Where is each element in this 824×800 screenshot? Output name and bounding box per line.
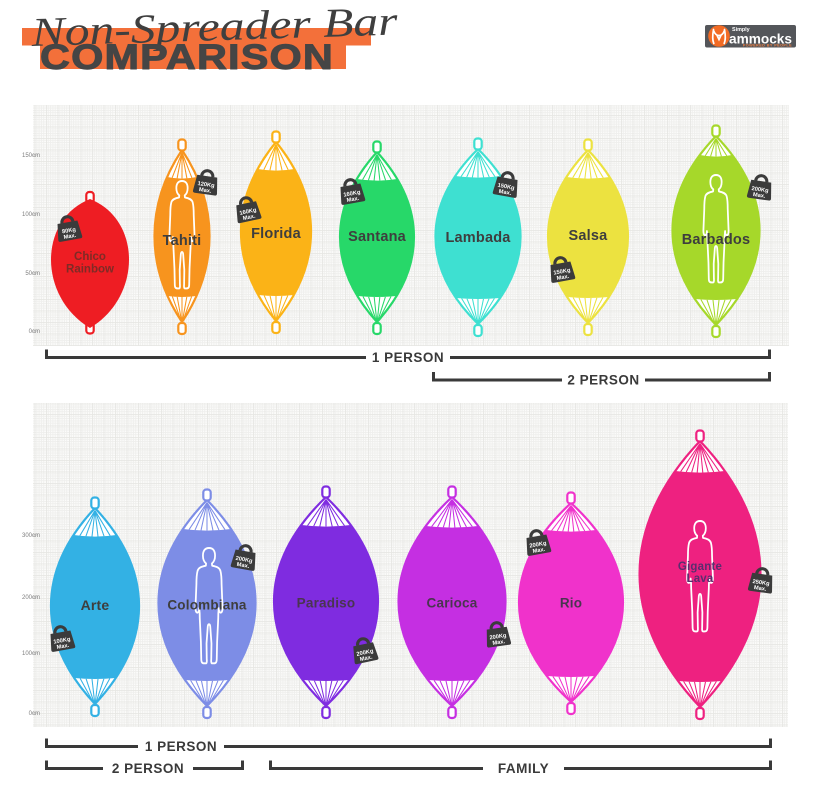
svg-text:200Kg: 200Kg — [529, 541, 547, 550]
svg-text:Max.: Max. — [359, 655, 373, 664]
svg-text:Max.: Max. — [346, 196, 360, 204]
svg-text:200Kg: 200Kg — [489, 633, 507, 641]
svg-text:0cm: 0cm — [29, 711, 40, 717]
svg-text:0cm: 0cm — [29, 329, 40, 335]
svg-text:200Kg: 200Kg — [356, 648, 374, 658]
svg-text:150cm: 150cm — [22, 153, 40, 159]
svg-text:2 PERSON: 2 PERSON — [567, 373, 639, 388]
svg-text:Max.: Max. — [198, 187, 212, 195]
svg-text:Florida: Florida — [251, 226, 301, 242]
svg-text:Lava: Lava — [686, 573, 713, 585]
svg-text:Max.: Max. — [63, 233, 77, 241]
svg-text:Max.: Max. — [556, 274, 570, 282]
svg-text:100Kg: 100Kg — [53, 637, 71, 646]
svg-text:Max.: Max. — [56, 643, 70, 651]
svg-text:Max.: Max. — [532, 547, 546, 555]
svg-text:100cm: 100cm — [22, 212, 40, 218]
svg-text:160Kg: 160Kg — [343, 190, 361, 199]
svg-text:2 PERSON: 2 PERSON — [112, 761, 184, 776]
svg-text:Carioca: Carioca — [427, 596, 478, 611]
svg-text:Rio: Rio — [560, 596, 582, 611]
svg-text:80Kg: 80Kg — [62, 227, 77, 235]
svg-text:300cm: 300cm — [22, 533, 40, 539]
svg-text:100cm: 100cm — [22, 651, 40, 657]
svg-text:200Kg: 200Kg — [751, 186, 769, 194]
svg-text:Max.: Max. — [242, 214, 256, 223]
svg-text:Santana: Santana — [348, 229, 407, 245]
svg-text:COMPARISON: COMPARISON — [40, 38, 334, 77]
svg-text:Max.: Max. — [236, 562, 250, 570]
svg-text:200Kg: 200Kg — [235, 556, 253, 565]
svg-text:Arte: Arte — [81, 597, 110, 613]
svg-text:120Kg: 120Kg — [197, 181, 215, 189]
svg-text:Colombiana: Colombiana — [167, 598, 247, 613]
svg-text:160Kg: 160Kg — [239, 207, 257, 217]
svg-text:Salsa: Salsa — [569, 228, 609, 244]
svg-text:ammocks: ammocks — [729, 32, 792, 47]
svg-text:Barbados: Barbados — [682, 232, 750, 248]
svg-text:Gigante: Gigante — [678, 561, 722, 573]
svg-text:Max.: Max. — [492, 639, 506, 647]
svg-text:150Kg: 150Kg — [553, 268, 571, 277]
svg-text:POWERED BY PEOPLE: POWERED BY PEOPLE — [743, 44, 792, 48]
svg-text:250Kg: 250Kg — [752, 579, 770, 587]
svg-text:Max.: Max. — [753, 585, 767, 593]
svg-text:150Kg: 150Kg — [497, 183, 515, 192]
svg-text:Tahiti: Tahiti — [163, 233, 202, 249]
svg-text:Simply: Simply — [732, 27, 750, 33]
svg-text:200cm: 200cm — [22, 595, 40, 601]
svg-text:Max.: Max. — [752, 192, 766, 200]
svg-text:Rainbow: Rainbow — [66, 264, 114, 276]
svg-text:1 PERSON: 1 PERSON — [372, 350, 444, 365]
svg-text:FAMILY: FAMILY — [498, 761, 549, 776]
svg-text:1 PERSON: 1 PERSON — [145, 739, 217, 754]
svg-text:Max.: Max. — [498, 189, 512, 197]
svg-text:Paradiso: Paradiso — [297, 596, 356, 611]
svg-text:Chico: Chico — [74, 251, 106, 263]
svg-text:50cm: 50cm — [25, 271, 40, 277]
svg-text:Lambada: Lambada — [445, 230, 511, 246]
